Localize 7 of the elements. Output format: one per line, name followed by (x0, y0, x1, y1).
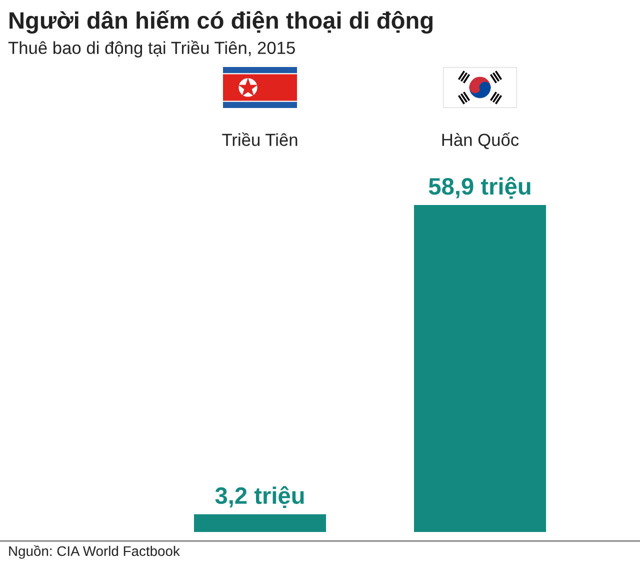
chart-title: Người dân hiếm có điện thoại di động (10, 10, 433, 34)
data-label: 3,2 triệu (215, 486, 304, 508)
chart-subtitle: Thuê bao di động tại Triều Tiên, 2015 (8, 40, 295, 58)
x-tick-label: Hàn Quốc (442, 132, 519, 150)
text: Nguồn: CIA World Factbook (9, 545, 180, 559)
x-tick-label: Triều Tiên (222, 132, 298, 146)
data-label: 58,9 triệu (428, 176, 530, 199)
